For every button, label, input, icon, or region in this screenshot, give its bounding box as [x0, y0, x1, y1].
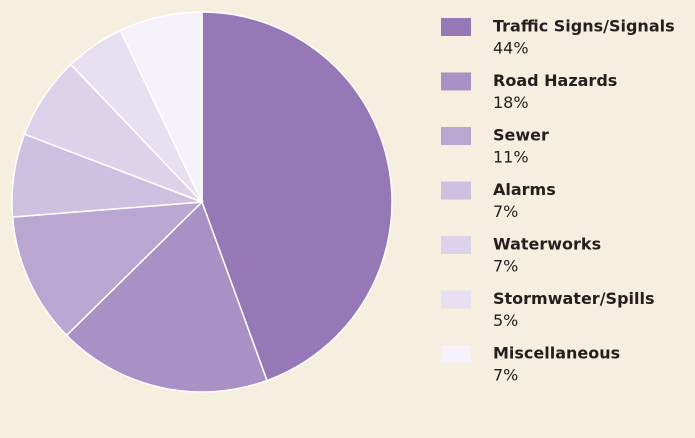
legend-swatch	[441, 127, 471, 145]
legend-label: Miscellaneous	[493, 344, 620, 363]
legend-label: Road Hazards	[493, 71, 617, 90]
legend-value: 7%	[493, 257, 518, 276]
legend-value: 44%	[493, 39, 529, 58]
legend-value: 7%	[493, 202, 518, 221]
legend-swatch	[441, 345, 471, 363]
legend-label: Traffic Signs/Signals	[493, 17, 675, 36]
legend-label: Waterworks	[493, 235, 601, 254]
legend-swatch	[441, 236, 471, 254]
pie-slice	[65, 200, 268, 393]
legend-value: 11%	[493, 148, 529, 167]
legend-swatch	[441, 181, 471, 200]
pie-slice	[201, 11, 393, 382]
legend-value: 5%	[493, 311, 518, 330]
legend-swatch	[441, 18, 471, 36]
pie-slice	[11, 201, 204, 337]
legend-label: Alarms	[493, 180, 556, 199]
legend-label: Sewer	[493, 126, 549, 145]
legend-swatch	[441, 290, 471, 309]
legend-value: 7%	[493, 366, 518, 385]
legend-value: 18%	[493, 93, 529, 112]
legend-swatch	[441, 72, 471, 91]
pie-slice	[119, 11, 203, 203]
legend-label: Stormwater/Spills	[493, 289, 655, 308]
